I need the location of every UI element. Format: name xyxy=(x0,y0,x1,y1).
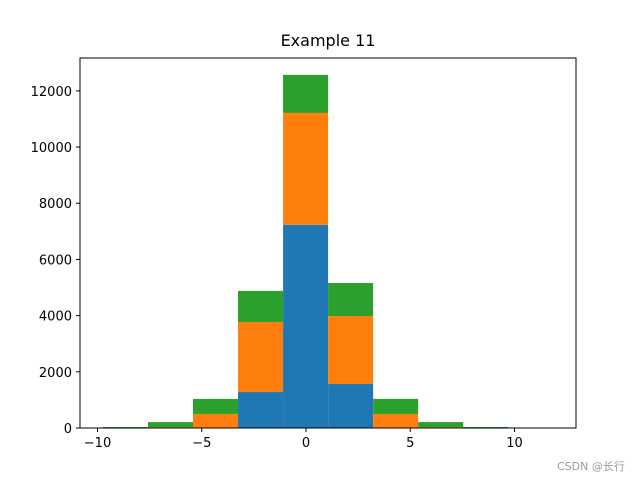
y-tick-label: 10000 xyxy=(31,141,72,156)
histogram-bar xyxy=(193,398,239,414)
x-axis: −10 −5 0 5 10 xyxy=(84,428,523,451)
x-tick-label: −10 xyxy=(84,436,111,451)
histogram-bar xyxy=(283,224,329,428)
chart-title: Example 11 xyxy=(280,31,376,50)
bars-group xyxy=(102,74,509,428)
histogram-bar xyxy=(373,413,419,428)
histogram-bar xyxy=(328,316,374,385)
y-tick-label: 4000 xyxy=(39,310,72,325)
y-tick-label: 8000 xyxy=(39,197,72,212)
histogram-bar xyxy=(418,422,464,428)
histogram-bar xyxy=(283,74,329,113)
y-tick-label: 0 xyxy=(64,422,72,437)
x-tick-label: −5 xyxy=(192,436,211,451)
x-tick-label: 0 xyxy=(302,436,310,451)
y-tick-label: 6000 xyxy=(39,253,72,268)
y-tick-label: 2000 xyxy=(39,366,72,381)
y-axis: 0 2000 4000 6000 8000 10000 12000 xyxy=(31,85,80,437)
histogram-bar xyxy=(193,413,239,428)
x-tick-label: 10 xyxy=(506,436,523,451)
watermark: CSDN @长行 xyxy=(557,460,625,473)
histogram-bar xyxy=(328,283,374,317)
y-tick-label: 12000 xyxy=(31,85,72,100)
histogram-bar xyxy=(283,112,329,225)
x-tick-label: 5 xyxy=(406,436,414,451)
histogram-bar xyxy=(238,321,284,393)
histogram-bar xyxy=(238,290,284,322)
axes-frame xyxy=(79,57,577,429)
histogram-bar xyxy=(147,422,194,428)
histogram-bar xyxy=(328,384,374,428)
histogram-bar xyxy=(238,392,284,428)
histogram-bar xyxy=(373,398,419,414)
